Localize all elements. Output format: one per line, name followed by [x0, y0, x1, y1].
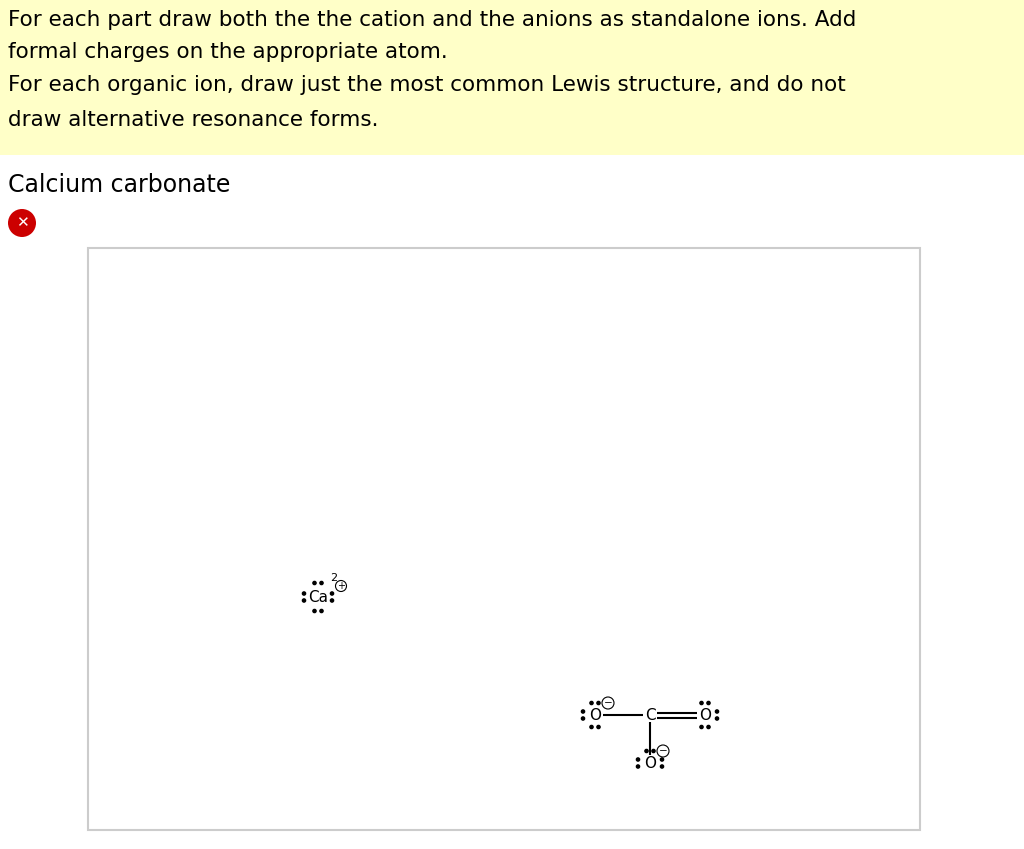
- Text: O: O: [589, 707, 601, 722]
- Circle shape: [319, 582, 324, 585]
- Circle shape: [660, 758, 664, 761]
- Text: For each part draw both the the cation and the anions as standalone ions. Add: For each part draw both the the cation a…: [8, 10, 856, 30]
- Text: C: C: [645, 707, 655, 722]
- Text: Calcium carbonate: Calcium carbonate: [8, 173, 230, 197]
- Circle shape: [716, 710, 719, 713]
- Circle shape: [302, 599, 305, 602]
- Circle shape: [645, 750, 648, 752]
- Text: For each organic ion, draw just the most common Lewis structure, and do not: For each organic ion, draw just the most…: [8, 75, 846, 95]
- Circle shape: [699, 701, 703, 705]
- Bar: [88, 248, 920, 830]
- Circle shape: [716, 717, 719, 720]
- Text: 2: 2: [330, 573, 337, 583]
- Circle shape: [597, 701, 600, 705]
- Text: draw alternative resonance forms.: draw alternative resonance forms.: [8, 110, 379, 130]
- Circle shape: [302, 592, 305, 595]
- Circle shape: [699, 725, 703, 728]
- Circle shape: [590, 725, 593, 728]
- Circle shape: [636, 765, 640, 768]
- Circle shape: [590, 701, 593, 705]
- Circle shape: [313, 610, 316, 613]
- Circle shape: [331, 592, 334, 595]
- Circle shape: [660, 765, 664, 768]
- Circle shape: [331, 599, 334, 602]
- Circle shape: [313, 582, 316, 585]
- Circle shape: [8, 209, 36, 237]
- Text: O: O: [699, 707, 711, 722]
- Text: formal charges on the appropriate atom.: formal charges on the appropriate atom.: [8, 42, 447, 62]
- Circle shape: [707, 701, 710, 705]
- Text: −: −: [658, 746, 668, 756]
- Text: O: O: [644, 756, 656, 771]
- Circle shape: [602, 697, 614, 709]
- Bar: [0, 0, 1024, 155]
- Circle shape: [582, 710, 585, 713]
- Circle shape: [582, 717, 585, 720]
- Circle shape: [597, 725, 600, 728]
- Circle shape: [707, 725, 710, 728]
- Text: +: +: [337, 581, 345, 591]
- Text: Ca: Ca: [308, 589, 328, 604]
- Circle shape: [657, 745, 669, 757]
- Circle shape: [336, 581, 346, 592]
- Circle shape: [319, 610, 324, 613]
- Circle shape: [652, 750, 655, 752]
- Circle shape: [636, 758, 640, 761]
- Text: −: −: [603, 698, 612, 708]
- Text: ✕: ✕: [15, 216, 29, 230]
